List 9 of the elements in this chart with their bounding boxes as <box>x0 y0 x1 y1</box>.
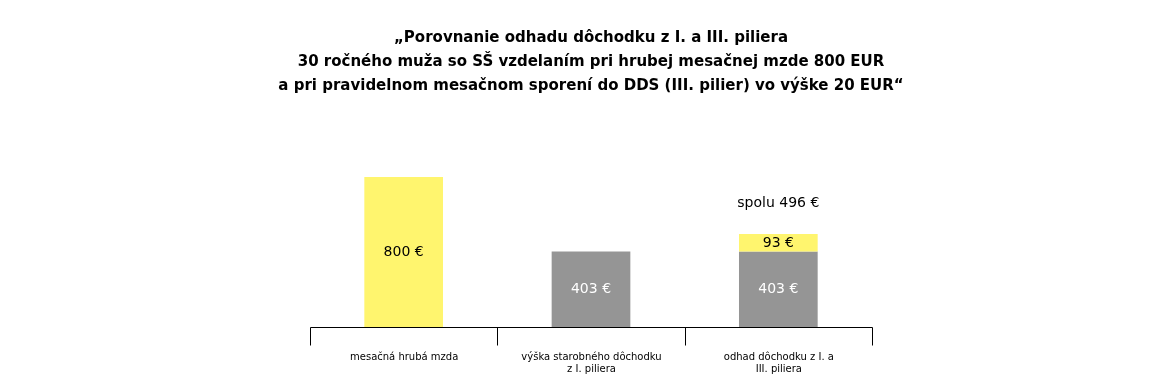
x-tick-label: výška starobného dôchodku z I. piliera <box>521 350 662 374</box>
x-tick-label: odhad dôchodku z I. a III. piliera <box>723 350 834 374</box>
data-label: 93 € <box>762 233 794 250</box>
total-label: spolu 496 € <box>737 194 820 210</box>
data-label: 800 € <box>383 243 424 259</box>
data-label: 403 € <box>758 280 799 297</box>
data-label: 403 € <box>570 280 612 297</box>
x-tick-label: mesačná hrubá mzda <box>350 350 459 362</box>
chart-title: „Porovnanie odhadu dôchodku z I. a III. piliera 30 ročného muža so SŠ vzdelaním pri hrubej mesačnej mzde 800 EUR a pri pravidelnom mesačnom sporení do DDS (III. pilier) vo výške 20 EUR“ <box>278 28 904 94</box>
